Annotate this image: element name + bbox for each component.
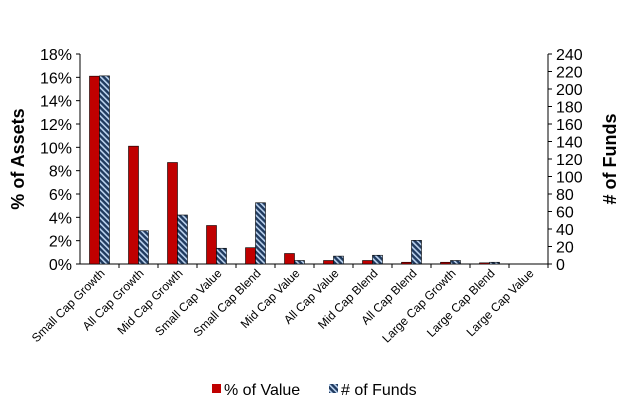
- legend-label-value: % of Value: [224, 382, 300, 399]
- y-tick-label: 0%: [49, 257, 72, 274]
- category-label: Large Cap Value: [464, 266, 537, 339]
- bar-pct-value: [323, 260, 334, 265]
- y2-tick-label: 60: [556, 205, 574, 222]
- bar-num-funds: [177, 214, 188, 265]
- y-tick-label: 14%: [40, 94, 72, 111]
- bar-pct-value: [362, 260, 373, 265]
- bar-pct-value: [89, 75, 100, 265]
- category-label: Small Cap Value: [152, 266, 225, 339]
- bar-pct-value: [167, 162, 178, 265]
- bar-num-funds: [333, 255, 344, 265]
- bar-num-funds: [99, 75, 110, 265]
- bar-series: [89, 75, 549, 268]
- bar-num-funds: [450, 260, 461, 265]
- bar-pct-value: [128, 145, 139, 265]
- y-tick-label: 12%: [40, 117, 72, 134]
- y2-tick-label: 240: [556, 47, 583, 64]
- bar-pct-value: [206, 225, 217, 265]
- y2-tick-label: 220: [556, 65, 583, 82]
- chart-axes: [79, 54, 549, 265]
- bar-pct-value: [401, 261, 412, 265]
- y2-tick-label: 20: [556, 240, 574, 257]
- bar-num-funds: [489, 261, 500, 265]
- bar-pct-value: [440, 261, 451, 265]
- y-axis-title: % of Assets: [8, 108, 28, 209]
- y-tick-label: 10%: [40, 140, 72, 157]
- category-label: Large Cap Blend: [424, 266, 498, 340]
- y2-tick-label: 80: [556, 187, 574, 204]
- y2-tick-label: 0: [556, 257, 565, 274]
- legend-swatch-funds: [329, 384, 338, 393]
- y-tick-label: 2%: [49, 234, 72, 251]
- y2-tick-label: 100: [556, 170, 583, 187]
- bar-num-funds: [255, 202, 266, 265]
- left-axis-ticks: 0% 2% 4% 6% 8% 10% 12% 14% 16% 18%: [40, 47, 80, 274]
- y-tick-label: 6%: [49, 187, 72, 204]
- legend-swatch-value: [212, 384, 221, 393]
- bar-pct-value: [245, 247, 256, 265]
- y2-tick-label: 180: [556, 100, 583, 117]
- bar-pct-value: [284, 253, 295, 265]
- bar-num-funds: [294, 260, 305, 265]
- y2-tick-label: 200: [556, 82, 583, 99]
- legend: % of Value # of Funds: [212, 382, 417, 399]
- y2-tick-label: 140: [556, 135, 583, 152]
- category-label: Small Cap Growth: [29, 266, 108, 345]
- y-tick-label: 8%: [49, 164, 72, 181]
- y2-tick-label: 40: [556, 222, 574, 239]
- y-tick-label: 16%: [40, 70, 72, 87]
- y-tick-label: 4%: [49, 210, 72, 227]
- bar-pct-value: [479, 262, 490, 265]
- y2-axis-title: # of Funds: [600, 114, 620, 205]
- legend-label-funds: # of Funds: [341, 382, 417, 399]
- bar-num-funds: [372, 254, 383, 265]
- y2-tick-label: 120: [556, 152, 583, 169]
- category-label: Small Cap Blend: [191, 266, 264, 339]
- y-tick-label: 18%: [40, 47, 72, 64]
- y2-tick-label: 160: [556, 117, 583, 134]
- bar-num-funds: [138, 230, 149, 265]
- bar-num-funds: [216, 247, 227, 265]
- bar-num-funds: [411, 240, 422, 265]
